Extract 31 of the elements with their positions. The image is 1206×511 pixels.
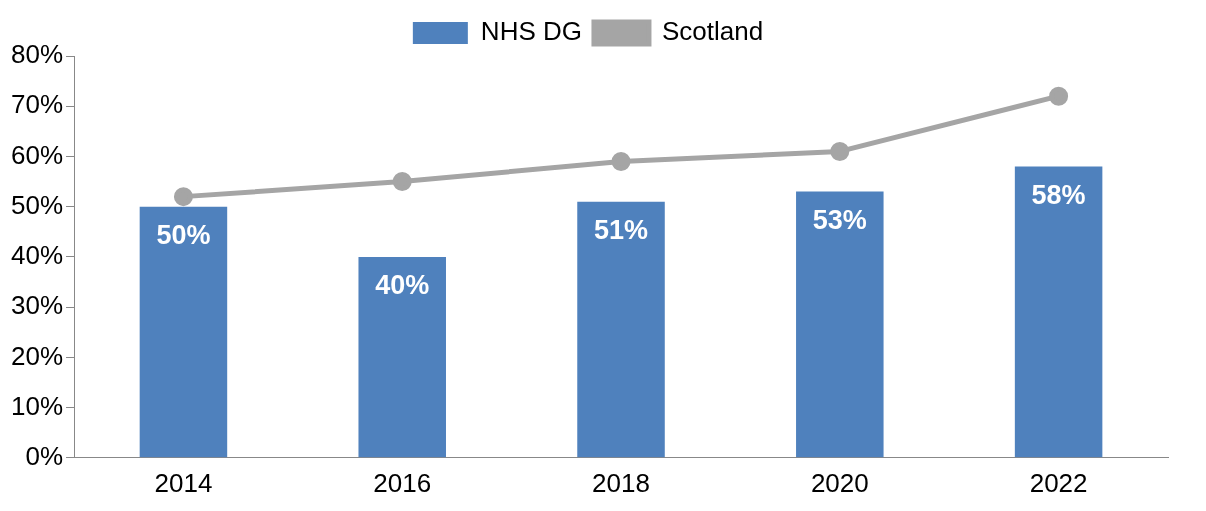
x-tick-label: 2020 [810, 467, 869, 498]
y-tick-label: 0% [25, 440, 64, 471]
y-tick-label: 60% [10, 139, 64, 170]
data-label: 51% [594, 215, 649, 246]
x-tick-label: 2016 [373, 467, 432, 498]
bar [139, 206, 228, 458]
point [392, 172, 412, 192]
y-tick-label: 80% [10, 39, 64, 70]
legend-label: Scotland [661, 16, 764, 47]
point [1049, 86, 1069, 106]
y-tick-label: 70% [10, 89, 64, 120]
point [173, 187, 193, 207]
point [830, 141, 850, 161]
x-tick-label: 2018 [592, 467, 650, 498]
data-label: 58% [1031, 179, 1086, 210]
y-tick-label: 40% [10, 240, 64, 271]
data-label: 50% [156, 220, 211, 251]
legend-label: NHS DG [480, 16, 582, 47]
y-tick-label: 10% [10, 390, 64, 421]
bar [1014, 166, 1103, 458]
y-tick-label: 30% [10, 290, 64, 321]
bar [577, 201, 665, 458]
bar [358, 256, 446, 458]
data-label: 40% [375, 270, 430, 301]
y-tick-label: 50% [10, 189, 64, 220]
x-tick-label: 2022 [1029, 467, 1088, 498]
bar [796, 191, 884, 458]
x-tick-label: 2014 [154, 467, 213, 498]
data-label: 53% [812, 205, 867, 236]
point [611, 151, 631, 171]
y-tick-label: 20% [10, 340, 64, 371]
